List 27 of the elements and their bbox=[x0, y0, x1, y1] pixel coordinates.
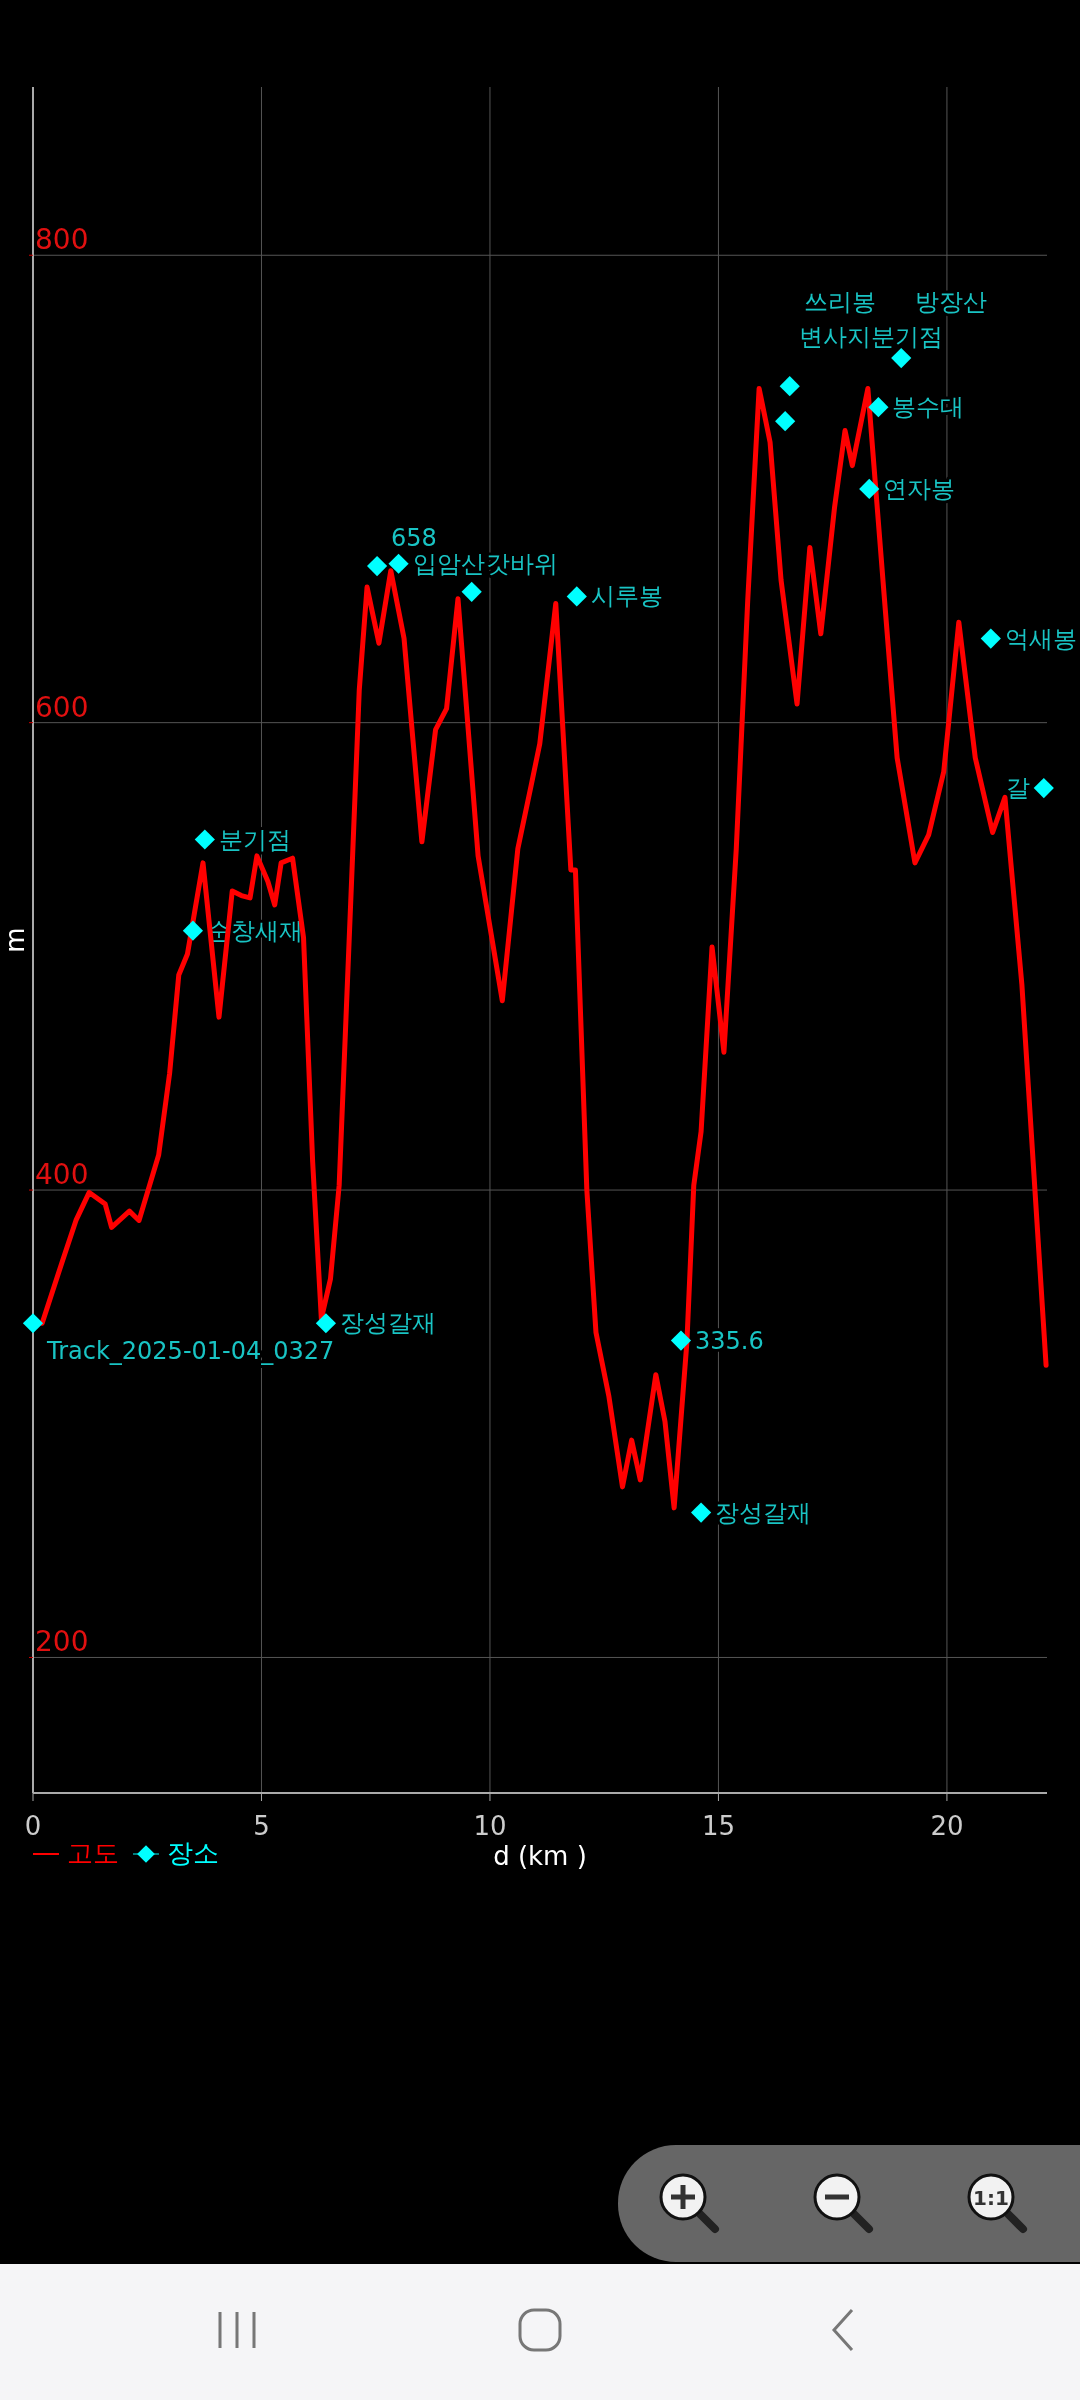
annotation: 시루봉 bbox=[590, 582, 663, 611]
annotation: 갓바위 bbox=[485, 549, 558, 578]
y-tick-label: 200 bbox=[35, 1625, 89, 1659]
legend-label: 장소 bbox=[167, 1838, 219, 1868]
annotation: Track_2025-01-04_0327 bbox=[46, 1337, 335, 1366]
annotation: 변사지분기점 bbox=[799, 323, 944, 352]
annotation: 방장산 bbox=[915, 288, 988, 317]
annotation: 봉수대 bbox=[892, 393, 965, 422]
y-tick-label: 800 bbox=[35, 223, 89, 257]
y-tick-label: 600 bbox=[35, 690, 89, 724]
annotation: 분기점 bbox=[218, 825, 291, 854]
x-tick-label: 15 bbox=[701, 1811, 735, 1841]
legend-label: 고도 bbox=[67, 1838, 119, 1868]
x-tick-label: 0 bbox=[24, 1811, 42, 1841]
x-tick-label: 20 bbox=[930, 1811, 964, 1841]
annotation: 335.6 bbox=[694, 1326, 764, 1355]
annotation: 장성갈재 bbox=[339, 1309, 436, 1338]
x-tick-label: 5 bbox=[253, 1811, 270, 1841]
x-tick-label: 10 bbox=[473, 1811, 507, 1841]
annotation: 억새봉 bbox=[1004, 624, 1077, 653]
annotation: 쓰리봉 bbox=[803, 288, 876, 317]
y-tick-label: 400 bbox=[35, 1158, 89, 1192]
y-axis-title: m bbox=[0, 927, 30, 953]
annotation: 갈 bbox=[1005, 774, 1030, 803]
annotation: 연자봉 bbox=[883, 474, 956, 503]
annotation: 장성갈재 bbox=[715, 1498, 812, 1527]
x-axis-title: d (km ) bbox=[493, 1841, 587, 1871]
